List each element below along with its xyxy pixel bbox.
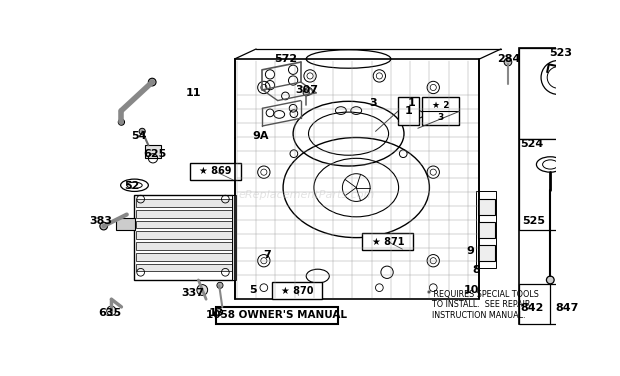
Text: 1058 OWNER'S MANUAL: 1058 OWNER'S MANUAL bbox=[206, 311, 347, 320]
Circle shape bbox=[100, 222, 107, 230]
Text: 8: 8 bbox=[472, 265, 480, 275]
Bar bbox=[136, 232, 231, 239]
Bar bbox=[216, 307, 338, 324]
Bar bbox=[272, 282, 322, 299]
Bar bbox=[190, 163, 241, 180]
Bar bbox=[136, 210, 231, 218]
Circle shape bbox=[303, 90, 309, 96]
Bar bbox=[144, 145, 161, 158]
Text: 847: 847 bbox=[556, 303, 579, 314]
Bar bbox=[478, 199, 495, 215]
Text: 13: 13 bbox=[208, 308, 224, 318]
Text: 11: 11 bbox=[185, 88, 201, 98]
Bar bbox=[136, 242, 231, 250]
Text: 525: 525 bbox=[522, 216, 545, 226]
Bar bbox=[520, 139, 581, 230]
Text: 625: 625 bbox=[143, 149, 166, 159]
Bar bbox=[116, 218, 135, 230]
Text: 9: 9 bbox=[466, 247, 474, 256]
Bar bbox=[398, 97, 419, 125]
Text: 524: 524 bbox=[520, 139, 544, 149]
Bar bbox=[520, 48, 581, 139]
Text: 842: 842 bbox=[520, 303, 544, 314]
Text: ★ 869: ★ 869 bbox=[199, 167, 232, 176]
Text: 572: 572 bbox=[274, 54, 297, 64]
Text: 3: 3 bbox=[370, 98, 377, 108]
Text: 9A: 9A bbox=[252, 131, 269, 141]
Bar bbox=[363, 233, 413, 250]
Bar bbox=[136, 199, 231, 207]
Bar bbox=[478, 245, 495, 261]
Bar bbox=[136, 221, 231, 228]
Text: 3: 3 bbox=[438, 113, 444, 122]
Text: 5: 5 bbox=[249, 285, 257, 295]
Bar bbox=[520, 284, 581, 324]
Text: ★ 2: ★ 2 bbox=[432, 101, 450, 110]
Circle shape bbox=[217, 282, 223, 288]
Text: 1: 1 bbox=[405, 106, 412, 116]
Text: 337: 337 bbox=[182, 288, 205, 298]
Text: 307: 307 bbox=[296, 85, 319, 95]
Circle shape bbox=[546, 276, 554, 284]
Bar bbox=[422, 97, 459, 125]
Bar bbox=[136, 264, 231, 271]
Text: 635: 635 bbox=[99, 308, 122, 318]
Bar bbox=[234, 59, 479, 299]
Bar bbox=[231, 195, 236, 280]
Circle shape bbox=[118, 119, 125, 125]
Circle shape bbox=[139, 128, 145, 135]
Circle shape bbox=[197, 285, 208, 296]
Circle shape bbox=[148, 78, 156, 86]
Bar bbox=[135, 195, 233, 280]
Bar bbox=[520, 48, 581, 324]
Text: eReplacementParts.com: eReplacementParts.com bbox=[238, 190, 374, 200]
Text: 284: 284 bbox=[497, 54, 520, 64]
Text: ★ 871: ★ 871 bbox=[371, 237, 404, 247]
Text: 10: 10 bbox=[464, 285, 479, 295]
Text: 7: 7 bbox=[263, 250, 271, 259]
Bar bbox=[478, 222, 495, 238]
Text: 52: 52 bbox=[124, 181, 139, 191]
Bar bbox=[476, 191, 497, 268]
Circle shape bbox=[504, 58, 511, 66]
Text: 523: 523 bbox=[549, 48, 572, 58]
Text: 1: 1 bbox=[408, 98, 415, 108]
Text: * REQUIRES SPECIAL TOOLS
  TO INSTALL.  SEE REPAIR
  INSTRUCTION MANUAL.: * REQUIRES SPECIAL TOOLS TO INSTALL. SEE… bbox=[427, 290, 539, 320]
Text: ★ 870: ★ 870 bbox=[281, 286, 313, 296]
Bar bbox=[136, 253, 231, 261]
Text: 54: 54 bbox=[131, 131, 147, 141]
Text: 383: 383 bbox=[89, 216, 112, 226]
